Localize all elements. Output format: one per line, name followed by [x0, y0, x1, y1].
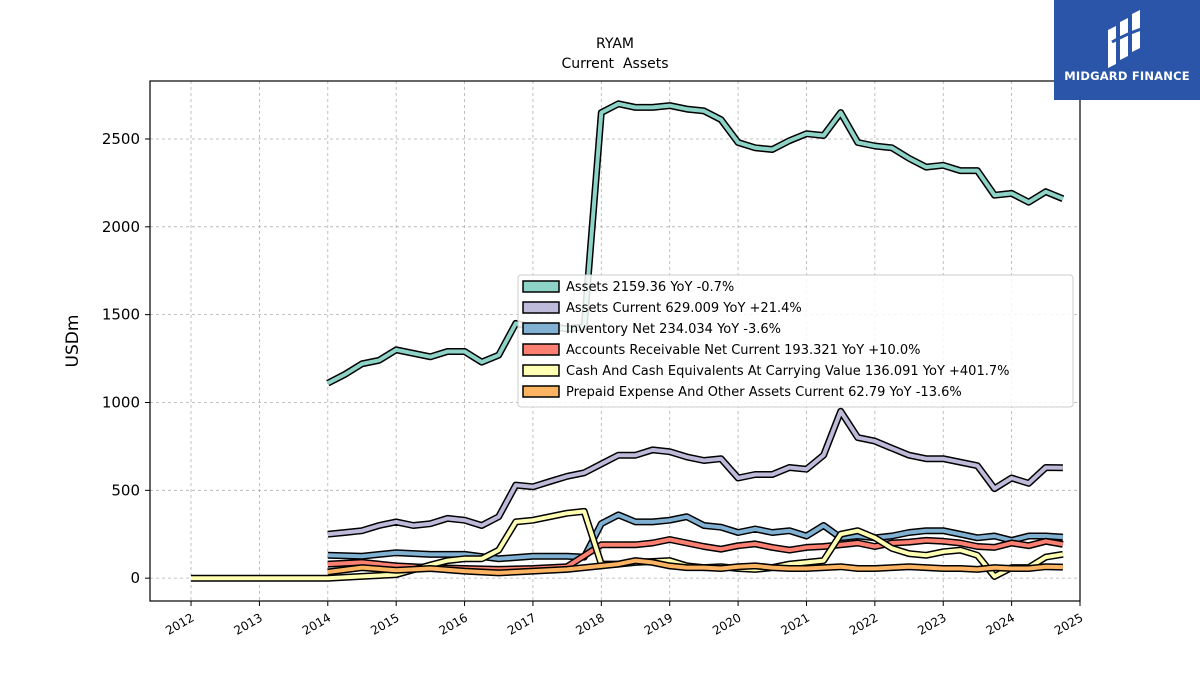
- legend-label: Cash And Cash Equivalents At Carrying Va…: [566, 364, 1009, 379]
- legend-label: Inventory Net 234.034 YoY -3.6%: [566, 322, 781, 337]
- series-lines: [191, 100, 1065, 582]
- y-tick-label: 0: [130, 569, 140, 587]
- legend-swatch: [522, 280, 560, 293]
- y-tick-label: 500: [111, 481, 140, 499]
- x-tick-label: 2017: [505, 610, 538, 637]
- series-line-assets-current: [327, 409, 1063, 537]
- brand-logo-icon: [1108, 10, 1145, 68]
- y-tick-label: 2000: [102, 218, 140, 236]
- series-line-prepaid-expense-and-other-assets-current: [327, 558, 1063, 575]
- brand-name: MIDGARD FINANCE: [1064, 69, 1190, 83]
- x-tick-label: 2024: [984, 610, 1017, 637]
- x-tick-label: 2025: [1052, 610, 1085, 637]
- x-tick-label: 2023: [915, 610, 948, 637]
- series-line-inventory-net: [327, 512, 1064, 561]
- legend-label: Accounts Receivable Net Current 193.321 …: [566, 343, 921, 358]
- x-tick-label: 2013: [231, 610, 264, 637]
- x-tick-label: 2020: [710, 610, 743, 637]
- legend-swatch: [522, 385, 560, 398]
- chart-title: RYAM: [596, 36, 634, 52]
- legend-swatch: [522, 343, 560, 356]
- y-tick-label: 1500: [102, 306, 140, 324]
- legend: Assets 2159.36 YoY -0.7% Assets Current 6…: [517, 274, 1074, 408]
- series-outline-assets-current: [327, 407, 1063, 538]
- x-tick-label: 2019: [642, 610, 675, 637]
- x-tick-label: 2021: [779, 610, 812, 637]
- x-tick-label: 2014: [300, 610, 333, 637]
- chart-subtitle: Current Assets: [561, 56, 668, 72]
- brand-logo: MIDGARD FINANCE: [1054, 0, 1200, 100]
- legend-swatch: [522, 322, 560, 335]
- legend-swatch: [522, 364, 560, 377]
- legend-label: Assets Current 629.009 YoY +21.4%: [566, 301, 802, 316]
- y-tick-label: 1000: [102, 393, 140, 411]
- x-tick-label: 2018: [573, 610, 606, 637]
- legend-swatch: [522, 301, 560, 314]
- y-axis-label: USDm: [63, 315, 83, 368]
- x-tick-label: 2016: [437, 610, 470, 637]
- x-tick-label: 2012: [163, 610, 196, 637]
- y-tick-label: 2500: [102, 130, 140, 148]
- plot-frame: [149, 80, 1081, 602]
- x-tick-label: 2022: [847, 610, 880, 637]
- legend-label: Assets 2159.36 YoY -0.7%: [566, 280, 734, 295]
- series-line-assets: [326, 101, 1064, 385]
- x-tick-label: 2015: [368, 610, 401, 637]
- legend-label: Prepaid Expense And Other Assets Current…: [566, 385, 962, 400]
- legend-box: [517, 274, 1074, 408]
